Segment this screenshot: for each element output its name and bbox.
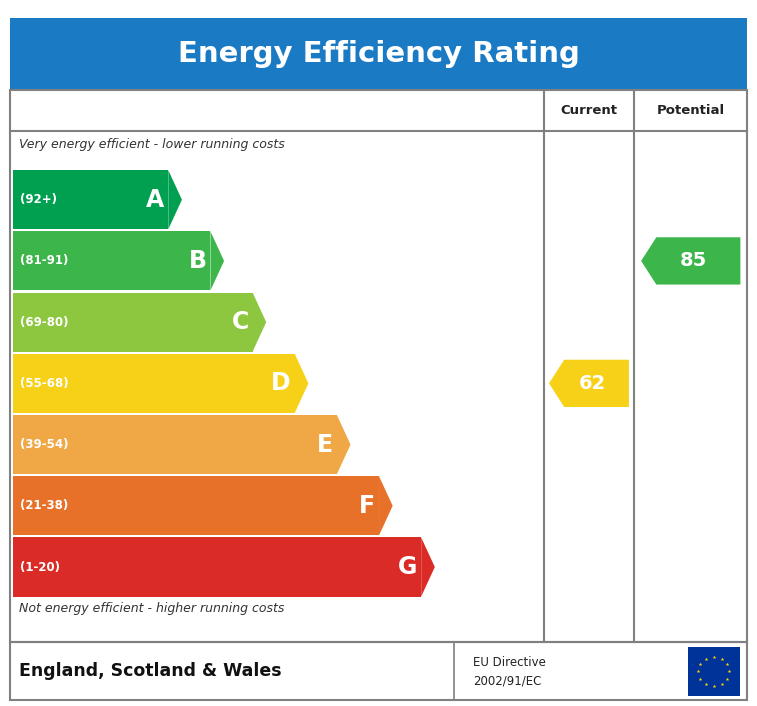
Text: (81-91): (81-91) bbox=[20, 254, 69, 268]
Bar bbox=[13, 477, 379, 535]
Text: Energy Efficiency Rating: Energy Efficiency Rating bbox=[178, 40, 579, 68]
Text: E: E bbox=[317, 433, 333, 457]
Polygon shape bbox=[210, 232, 224, 290]
Text: 62: 62 bbox=[578, 374, 606, 393]
Text: B: B bbox=[188, 249, 207, 273]
Text: (69-80): (69-80) bbox=[20, 316, 69, 328]
Text: England, Scotland & Wales: England, Scotland & Wales bbox=[19, 662, 282, 681]
Polygon shape bbox=[337, 415, 350, 474]
Text: (92+): (92+) bbox=[20, 193, 58, 206]
Bar bbox=[13, 537, 421, 597]
Text: Very energy efficient - lower running costs: Very energy efficient - lower running co… bbox=[19, 138, 285, 151]
Text: A: A bbox=[146, 188, 164, 212]
Bar bbox=[13, 232, 210, 290]
Polygon shape bbox=[549, 360, 629, 407]
Text: (39-54): (39-54) bbox=[20, 438, 69, 451]
Polygon shape bbox=[379, 477, 393, 535]
Bar bbox=[13, 415, 337, 474]
Bar bbox=[13, 292, 253, 352]
Bar bbox=[10, 90, 747, 642]
Text: (55-68): (55-68) bbox=[20, 377, 69, 390]
Text: F: F bbox=[359, 493, 375, 517]
Polygon shape bbox=[641, 237, 740, 285]
Polygon shape bbox=[253, 292, 266, 352]
Bar bbox=[13, 354, 294, 413]
Text: D: D bbox=[271, 371, 291, 395]
Polygon shape bbox=[294, 354, 308, 413]
Text: (1-20): (1-20) bbox=[20, 561, 61, 573]
Text: 2002/91/EC: 2002/91/EC bbox=[473, 674, 541, 687]
Bar bbox=[10, 18, 747, 90]
Polygon shape bbox=[421, 537, 435, 597]
Polygon shape bbox=[168, 170, 182, 229]
Text: 85: 85 bbox=[681, 251, 708, 270]
Text: EU Directive: EU Directive bbox=[473, 657, 546, 669]
Text: Potential: Potential bbox=[657, 104, 724, 116]
Text: (21-38): (21-38) bbox=[20, 499, 69, 513]
Text: C: C bbox=[232, 310, 249, 334]
Text: Current: Current bbox=[560, 104, 618, 116]
Text: Not energy efficient - higher running costs: Not energy efficient - higher running co… bbox=[19, 602, 285, 614]
Bar bbox=[13, 170, 168, 229]
Bar bbox=[10, 642, 747, 700]
Text: G: G bbox=[398, 555, 417, 579]
Bar bbox=[688, 647, 740, 696]
